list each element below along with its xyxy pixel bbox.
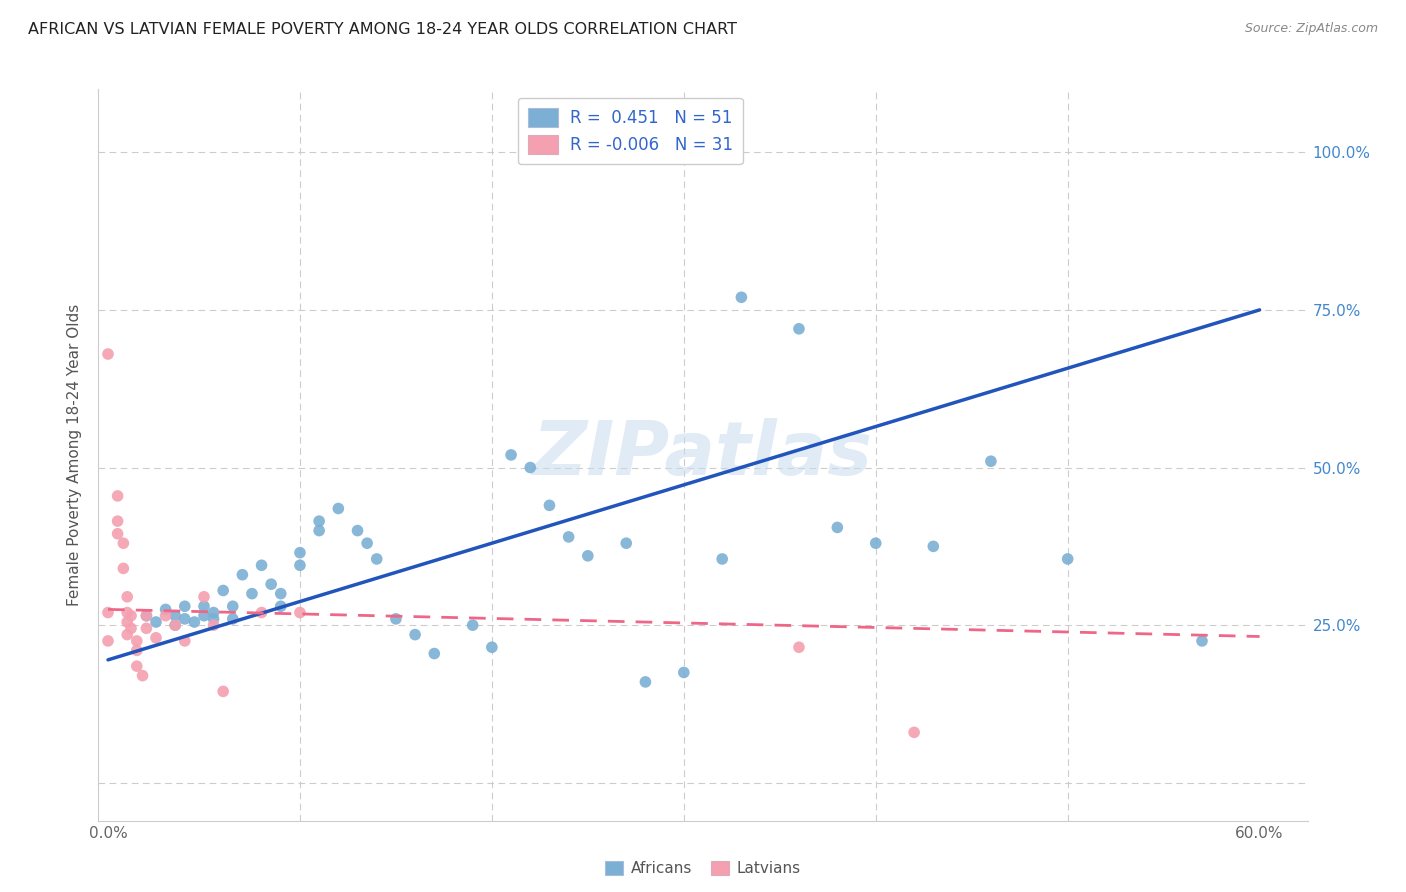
Point	[107, 489, 129, 503]
Point	[1191, 634, 1213, 648]
Point	[135, 621, 157, 635]
Point	[356, 536, 378, 550]
Point	[193, 590, 215, 604]
Y-axis label: Female Poverty Among 18-24 Year Olds: Female Poverty Among 18-24 Year Olds	[67, 304, 83, 606]
Point	[120, 608, 142, 623]
Point	[328, 501, 350, 516]
Point	[481, 640, 503, 655]
Point	[730, 290, 752, 304]
Point	[97, 347, 120, 361]
Point	[787, 640, 810, 655]
Point	[222, 599, 245, 614]
Text: Source: ZipAtlas.com: Source: ZipAtlas.com	[1244, 22, 1378, 36]
Point	[499, 448, 522, 462]
Point	[827, 520, 849, 534]
Point	[97, 606, 120, 620]
Point	[366, 552, 388, 566]
Point	[212, 684, 235, 698]
Point	[385, 612, 408, 626]
Point	[173, 634, 195, 648]
Point	[115, 627, 138, 641]
Point	[202, 618, 225, 632]
Point	[270, 587, 292, 601]
Point	[240, 587, 263, 601]
Point	[1056, 552, 1078, 566]
Point	[288, 546, 311, 560]
Point	[145, 631, 167, 645]
Point	[135, 608, 157, 623]
Legend: Africans, Latvians: Africans, Latvians	[599, 855, 807, 882]
Point	[131, 668, 153, 682]
Point	[423, 647, 446, 661]
Point	[231, 567, 253, 582]
Point	[183, 615, 205, 629]
Point	[903, 725, 925, 739]
Point	[145, 615, 167, 629]
Point	[980, 454, 1002, 468]
Point	[576, 549, 599, 563]
Point	[557, 530, 579, 544]
Point	[165, 618, 187, 632]
Point	[308, 524, 330, 538]
Point	[614, 536, 637, 550]
Point	[288, 606, 311, 620]
Point	[346, 524, 368, 538]
Point	[672, 665, 695, 680]
Point	[404, 627, 426, 641]
Point	[288, 558, 311, 573]
Point	[112, 536, 135, 550]
Point	[115, 615, 138, 629]
Point	[97, 634, 120, 648]
Point	[922, 539, 945, 553]
Point	[125, 634, 148, 648]
Text: ZIPatlas: ZIPatlas	[533, 418, 873, 491]
Point	[250, 606, 273, 620]
Point	[135, 608, 157, 623]
Point	[202, 612, 225, 626]
Point	[120, 621, 142, 635]
Point	[787, 322, 810, 336]
Point	[865, 536, 887, 550]
Point	[165, 608, 187, 623]
Point	[107, 514, 129, 528]
Point	[308, 514, 330, 528]
Point	[115, 606, 138, 620]
Point	[538, 499, 561, 513]
Point	[193, 608, 215, 623]
Point	[155, 602, 177, 616]
Point	[260, 577, 283, 591]
Point	[173, 599, 195, 614]
Point	[270, 599, 292, 614]
Point	[212, 583, 235, 598]
Point	[250, 558, 273, 573]
Point	[125, 643, 148, 657]
Text: AFRICAN VS LATVIAN FEMALE POVERTY AMONG 18-24 YEAR OLDS CORRELATION CHART: AFRICAN VS LATVIAN FEMALE POVERTY AMONG …	[28, 22, 737, 37]
Point	[173, 612, 195, 626]
Point	[711, 552, 734, 566]
Point	[112, 561, 135, 575]
Point	[222, 612, 245, 626]
Point	[107, 526, 129, 541]
Point	[115, 590, 138, 604]
Point	[125, 659, 148, 673]
Point	[202, 606, 225, 620]
Point	[165, 618, 187, 632]
Point	[461, 618, 484, 632]
Point	[519, 460, 541, 475]
Point	[155, 608, 177, 623]
Point	[634, 674, 657, 689]
Point	[193, 599, 215, 614]
